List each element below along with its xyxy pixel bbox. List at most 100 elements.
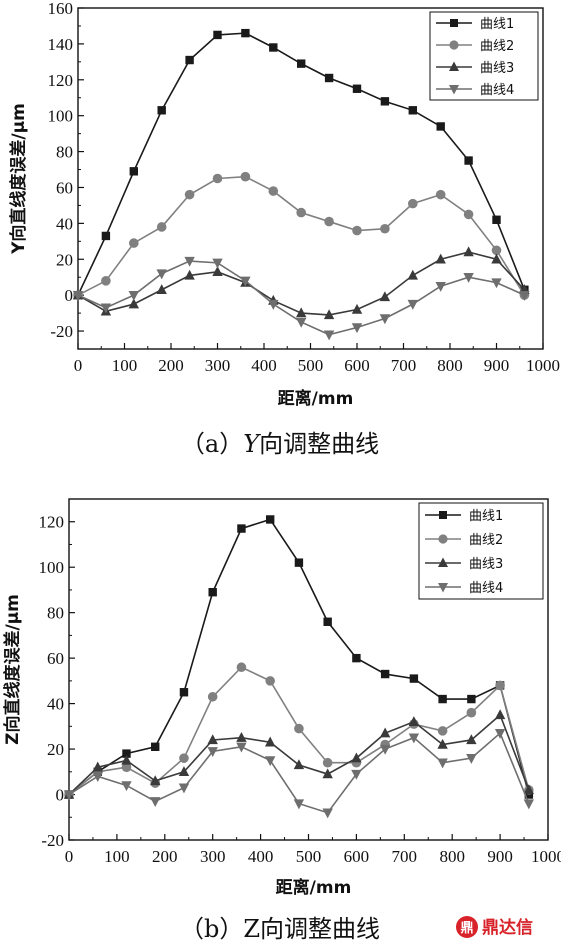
data-point [324, 73, 334, 83]
data-point [408, 198, 418, 209]
caption-prefix: （b） [180, 915, 243, 943]
y-tick-label: 60 [56, 178, 73, 197]
data-point [100, 303, 112, 314]
series-4 [63, 728, 535, 819]
data-point [408, 106, 417, 115]
data-point [236, 662, 247, 673]
data-point [129, 238, 139, 248]
data-point [178, 766, 190, 776]
data-point [324, 216, 334, 227]
data-point [409, 674, 419, 683]
data-point [351, 323, 363, 334]
x-tick-label: 0 [74, 356, 83, 375]
y-tick-label: 60 [47, 649, 64, 668]
data-point [240, 276, 251, 287]
legend: 曲线1 曲线2 曲线3 曲线4 [418, 502, 544, 600]
legend-marker [449, 85, 459, 95]
data-point [207, 747, 218, 758]
data-point [351, 769, 362, 780]
data-point [207, 734, 218, 745]
data-point [352, 653, 361, 663]
data-point [463, 209, 474, 220]
watermark-logo-icon [456, 916, 478, 938]
data-point [184, 269, 195, 280]
legend-box [429, 11, 539, 101]
y-tick-label: 120 [39, 513, 65, 532]
data-point [322, 757, 333, 768]
data-point [264, 756, 276, 767]
data-point [122, 749, 131, 758]
x-tick-label: 200 [158, 356, 184, 375]
legend-label: 曲线1 [480, 17, 514, 32]
data-point [438, 694, 447, 704]
data-point [241, 28, 250, 38]
data-point [121, 781, 132, 792]
data-point [322, 768, 333, 779]
data-point [185, 55, 194, 65]
y-axis-label: Y向直线度误差/μm [8, 103, 29, 255]
data-point [463, 246, 474, 257]
legend-label: 曲线3 [469, 557, 503, 572]
data-point [101, 231, 111, 241]
series-3 [63, 709, 535, 799]
x-tick-label: 300 [200, 847, 226, 866]
series-line [77, 175, 526, 296]
data-point [184, 189, 195, 200]
data-point [92, 761, 103, 772]
series-2 [73, 171, 530, 300]
data-point [265, 515, 275, 524]
y-tick-label: 40 [56, 214, 73, 233]
legend-label: 曲线4 [480, 83, 514, 98]
y-tick-label: 80 [47, 604, 64, 623]
data-point [156, 269, 167, 280]
data-point [466, 707, 477, 718]
data-point [128, 290, 139, 301]
data-point [380, 669, 390, 679]
x-tick-label: 500 [298, 356, 324, 375]
data-point [294, 558, 304, 567]
data-point [92, 772, 103, 783]
data-point [466, 734, 477, 745]
data-point [268, 299, 279, 310]
x-tick-label: 700 [392, 847, 418, 866]
data-point [352, 225, 362, 236]
y-axis-label: Z向直线度误差/μm [2, 594, 23, 745]
y-tick-label: 120 [48, 71, 74, 90]
y-tick-label: 140 [48, 35, 74, 54]
data-point [491, 253, 502, 264]
x-tick-label: 800 [437, 356, 463, 375]
legend: 曲线1 曲线2 曲线3 曲线4 [429, 11, 539, 101]
legend-marker [449, 61, 459, 71]
data-point [293, 799, 305, 810]
data-point [156, 284, 167, 294]
x-tick-label: 500 [296, 847, 322, 866]
y-tick-label: 20 [47, 740, 64, 759]
data-point [296, 307, 307, 318]
legend-marker [438, 583, 448, 593]
caption-title: Z向调整曲线 [243, 915, 380, 943]
y-tick-label: 40 [47, 695, 64, 714]
data-point [207, 691, 218, 702]
data-point [407, 269, 418, 280]
data-point [236, 732, 247, 742]
legend-marker [449, 40, 459, 50]
chart-b: 0 100 200 300 400 500 600 700 800 900 1000-2002040… [2, 498, 561, 943]
data-point [63, 790, 75, 801]
y-tick-label: 100 [48, 107, 74, 126]
watermark-logo-glyph: 鼎 [460, 921, 473, 936]
data-point [237, 524, 246, 533]
data-point [435, 253, 446, 264]
data-point [156, 222, 167, 232]
data-point [491, 245, 502, 256]
data-point [464, 156, 473, 165]
y-tick-label: 100 [39, 558, 65, 577]
data-point [264, 736, 276, 747]
data-point [351, 752, 362, 763]
watermark: 鼎 鼎达信 [456, 916, 533, 938]
data-point [293, 759, 305, 770]
data-point [491, 278, 502, 289]
data-point [379, 291, 391, 302]
data-point [269, 43, 278, 52]
chart-a: 0 100 200 300 400 500 600 700 800 900 1000-2002040… [8, 0, 560, 458]
figure-caption: （a）Y向调整曲线 [181, 430, 379, 458]
